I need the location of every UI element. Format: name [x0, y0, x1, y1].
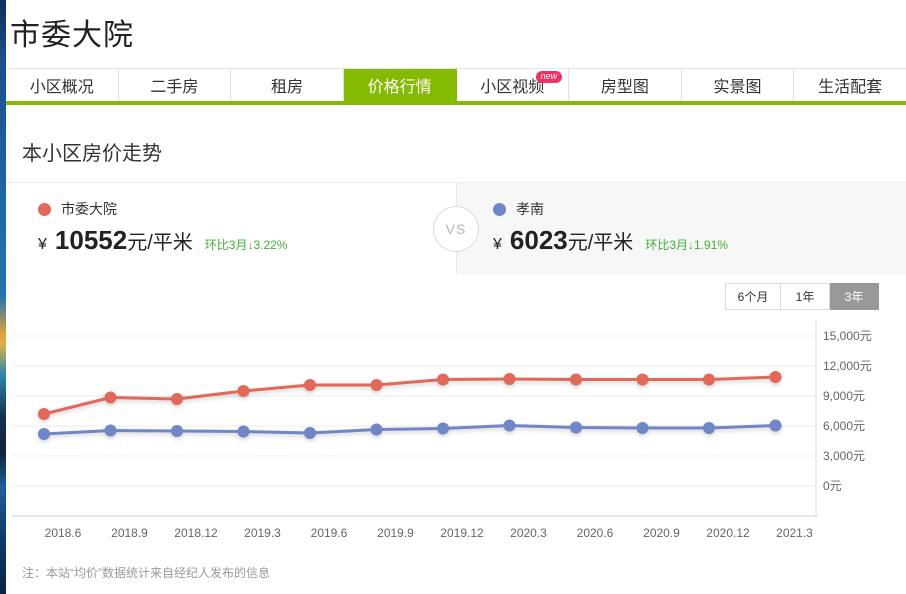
svg-text:2020.12: 2020.12 [706, 526, 750, 540]
right-currency-symbol: ¥ [493, 236, 502, 253]
svg-text:3,000元: 3,000元 [823, 449, 865, 463]
left-series-name: 市委大院 [61, 201, 117, 217]
range-button-1year[interactable]: 1年 [781, 283, 830, 310]
price-trend-chart: 15,000元 12,000元 9,000元 6,000元 3,000元 0元 2018.6… [12, 320, 872, 540]
page-title: 市委大院 [10, 19, 134, 52]
tab-community-video[interactable]: 小区视频 new [456, 69, 570, 101]
svg-text:9,000元: 9,000元 [823, 389, 865, 403]
blue-series-dot-icon [493, 202, 506, 216]
svg-text:2020.3: 2020.3 [510, 526, 547, 540]
tab-real-photos[interactable]: 实景图 [681, 69, 795, 101]
left-mom-change: 环比3月↓3.22% [204, 238, 288, 252]
svg-text:6,000元: 6,000元 [823, 419, 865, 433]
tab-price-trend[interactable]: 价格行情 [343, 69, 457, 101]
left-price-value: 10552 [54, 225, 128, 255]
compare-card-right: 孝南 ¥ 6023 元/平米 环比3月↓1.91% [456, 183, 906, 275]
time-range-switcher: 6个月 1年 3年 [6, 275, 906, 310]
svg-text:0元: 0元 [823, 479, 842, 493]
tab-amenities[interactable]: 生活配套 [794, 69, 906, 101]
svg-text:2018.9: 2018.9 [111, 526, 148, 540]
compare-card-left: 市委大院 ¥ 10552 元/平米 环比3月↓3.22% [6, 183, 456, 275]
svg-text:2020.9: 2020.9 [643, 526, 680, 540]
red-series-dot-icon [38, 202, 51, 216]
tab-rent[interactable]: 租房 [231, 69, 344, 101]
tab-bar: 小区概况 二手房 租房 价格行情 小区视频 new 房型图 实景图 生活配套 [6, 68, 906, 105]
tab-second-hand[interactable]: 二手房 [118, 69, 232, 101]
svg-text:2019.6: 2019.6 [311, 526, 348, 540]
svg-text:2018.12: 2018.12 [174, 526, 218, 540]
svg-text:2018.6: 2018.6 [45, 526, 82, 540]
range-button-3years[interactable]: 3年 [830, 283, 879, 310]
svg-text:15,000元: 15,000元 [823, 329, 872, 343]
right-price-value: 6023 [509, 225, 568, 255]
svg-text:2020.6: 2020.6 [577, 526, 614, 540]
right-series-name: 孝南 [516, 201, 544, 217]
tab-community-overview[interactable]: 小区概况 [6, 69, 119, 101]
section-title: 本小区房价走势 [22, 143, 162, 165]
svg-text:2019.12: 2019.12 [440, 526, 484, 540]
right-price-unit: 元/平米 [567, 232, 634, 254]
svg-text:2021.3: 2021.3 [776, 526, 813, 540]
chart-container: 15,000元 12,000元 9,000元 6,000元 3,000元 0元 2018.6… [6, 312, 906, 552]
tab-floorplan[interactable]: 房型图 [569, 69, 682, 101]
left-currency-symbol: ¥ [38, 236, 47, 253]
data-source-note: 注：本站“均价”数据统计来自经纪人发布的信息 [22, 566, 270, 580]
main-content: 市委大院 小区概况 二手房 租房 价格行情 小区视频 new 房型图 实景图 生… [6, 0, 906, 594]
page-left-background-strip [0, 0, 6, 594]
range-button-6months[interactable]: 6个月 [725, 283, 781, 310]
left-price-unit: 元/平米 [127, 232, 193, 254]
price-compare-panel: 市委大院 ¥ 10552 元/平米 环比3月↓3.22% 孝南 ¥ 6023 元… [6, 183, 906, 275]
vs-badge: VS [433, 206, 479, 252]
svg-text:12,000元: 12,000元 [823, 359, 872, 373]
svg-text:2019.9: 2019.9 [377, 526, 414, 540]
section-divider [6, 182, 906, 183]
svg-text:2019.3: 2019.3 [244, 526, 281, 540]
right-mom-change: 环比3月↓1.91% [645, 238, 729, 252]
new-badge: new [535, 71, 563, 83]
